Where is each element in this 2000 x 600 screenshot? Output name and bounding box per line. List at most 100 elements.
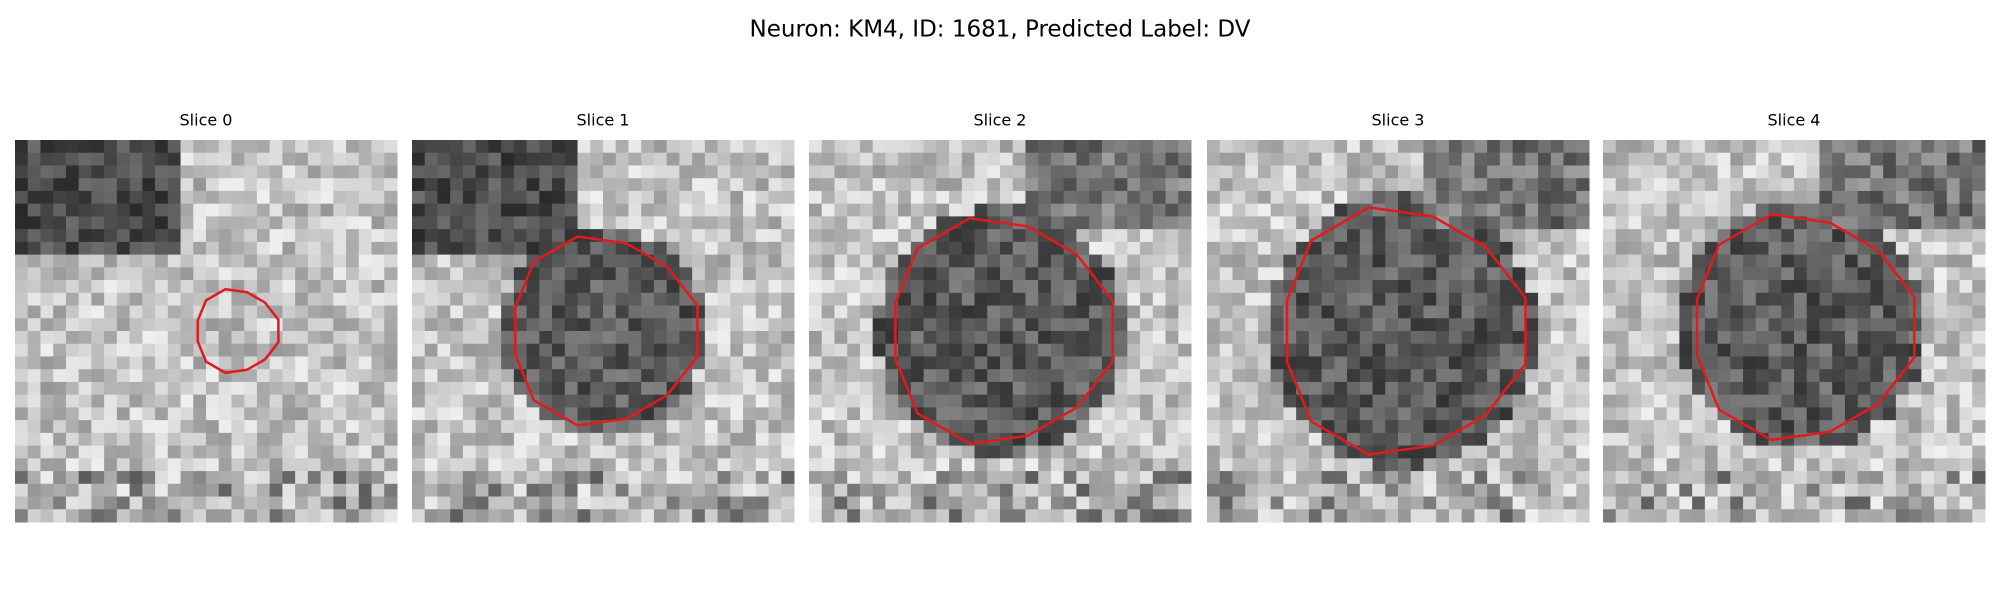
pixel xyxy=(1012,407,1026,421)
pixel xyxy=(859,229,874,243)
pixel xyxy=(1806,305,1820,319)
pixel xyxy=(1140,267,1154,281)
pixel xyxy=(155,152,169,166)
pixel xyxy=(552,203,566,217)
pixel xyxy=(1385,432,1399,447)
pixel xyxy=(307,140,322,154)
pixel xyxy=(1334,458,1348,472)
pixel xyxy=(40,140,54,154)
pixel xyxy=(1806,394,1820,408)
pixel xyxy=(320,432,334,447)
pixel xyxy=(269,407,283,421)
pixel xyxy=(320,140,334,154)
pixel xyxy=(129,254,143,268)
pixel xyxy=(295,203,309,217)
pixel xyxy=(1423,318,1437,332)
pixel xyxy=(78,394,92,408)
pixel xyxy=(462,483,477,498)
pixel xyxy=(1372,280,1386,294)
pixel xyxy=(1232,318,1246,332)
pixel xyxy=(1398,140,1412,154)
pixel xyxy=(1666,280,1680,294)
pixel xyxy=(1038,445,1052,459)
pixel xyxy=(1844,496,1859,510)
pixel xyxy=(142,216,156,230)
pixel xyxy=(78,369,92,383)
pixel xyxy=(974,229,988,243)
pixel xyxy=(129,318,143,332)
pixel xyxy=(1755,152,1770,166)
pixel xyxy=(1946,305,1961,319)
pixel xyxy=(1921,483,1935,498)
pixel xyxy=(1870,331,1884,345)
pixel xyxy=(936,407,950,421)
pixel xyxy=(1692,267,1706,281)
pixel xyxy=(231,292,245,307)
pixel xyxy=(1114,394,1128,408)
pixel xyxy=(412,241,426,256)
pixel xyxy=(1959,216,1973,230)
pixel xyxy=(1114,445,1128,459)
pixel xyxy=(1641,420,1655,434)
pixel xyxy=(142,381,156,396)
pixel xyxy=(885,178,899,192)
pixel xyxy=(1794,280,1808,294)
pixel xyxy=(898,458,912,472)
pixel xyxy=(1474,267,1488,281)
pixel xyxy=(1857,140,1871,154)
pixel xyxy=(1946,318,1961,332)
pixel xyxy=(1296,471,1310,485)
pixel xyxy=(1359,496,1374,510)
pixel xyxy=(1819,318,1833,332)
pixel xyxy=(1730,165,1744,179)
pixel xyxy=(346,267,360,281)
pixel xyxy=(1487,292,1501,307)
pixel xyxy=(1152,420,1167,434)
pixel xyxy=(193,509,207,523)
pixel xyxy=(1232,305,1246,319)
pixel xyxy=(320,318,334,332)
pixel xyxy=(974,445,988,459)
pixel xyxy=(1819,496,1833,510)
pixel xyxy=(679,420,693,434)
pixel xyxy=(1283,165,1297,179)
pixel xyxy=(1207,420,1221,434)
pixel xyxy=(1038,140,1052,154)
pixel xyxy=(910,280,925,294)
pixel xyxy=(603,420,617,434)
pixel xyxy=(1883,471,1897,485)
pixel xyxy=(1857,165,1871,179)
pixel xyxy=(371,292,385,307)
pixel xyxy=(526,407,540,421)
pixel xyxy=(1152,152,1167,166)
pixel xyxy=(1487,280,1501,294)
pixel xyxy=(834,483,848,498)
pixel xyxy=(1870,254,1884,268)
pixel xyxy=(679,445,693,459)
pixel xyxy=(615,407,629,421)
pixel xyxy=(1012,254,1026,268)
pixel xyxy=(577,190,591,205)
pixel xyxy=(65,305,80,319)
pixel xyxy=(1615,496,1629,510)
pixel xyxy=(1372,394,1386,408)
pixel xyxy=(53,432,67,447)
pixel xyxy=(1321,203,1335,217)
pixel xyxy=(1089,496,1103,510)
pixel xyxy=(809,254,823,268)
pixel xyxy=(1666,394,1680,408)
pixel xyxy=(116,140,131,154)
pixel xyxy=(1946,471,1961,485)
pixel xyxy=(1908,229,1922,243)
pixel xyxy=(847,190,861,205)
pixel xyxy=(1321,407,1335,421)
pixel xyxy=(1270,420,1284,434)
pixel xyxy=(1207,216,1221,230)
pixel xyxy=(320,292,334,307)
pixel xyxy=(974,254,988,268)
pixel xyxy=(1232,280,1246,294)
pixel xyxy=(679,471,693,485)
pixel xyxy=(1921,369,1935,383)
pixel xyxy=(539,152,553,166)
pixel xyxy=(1347,356,1361,370)
